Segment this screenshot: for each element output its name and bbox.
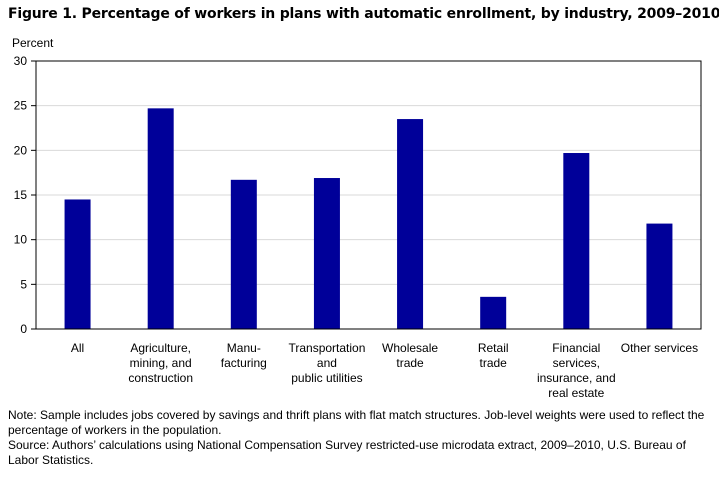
x-category-label: trade: [396, 356, 424, 370]
y-tick-label: 5: [20, 277, 27, 291]
y-tick-label: 30: [14, 54, 28, 68]
bar: [313, 178, 340, 329]
x-category-label: Retail: [478, 341, 509, 355]
bar: [646, 223, 673, 329]
x-category-label: mining, and: [130, 356, 192, 370]
x-category-label: insurance, and: [537, 371, 616, 385]
chart-title: Figure 1. Percentage of workers in plans…: [8, 6, 719, 22]
bar: [147, 108, 174, 329]
x-category-label: Financial: [552, 341, 600, 355]
bar: [563, 153, 590, 329]
bar-chart: 0 5 10 15 20 25 30 All Agriculture,mining, andc…: [14, 54, 702, 400]
x-category-label: public utilities: [291, 371, 362, 385]
x-category-label: Wholesale: [382, 341, 438, 355]
x-category-label: Manu-: [227, 341, 261, 355]
bar: [480, 296, 507, 329]
y-tick-label: 20: [14, 143, 28, 157]
x-category-label: Agriculture,: [130, 341, 191, 355]
note-text: Note: Sample includes jobs covered by sa…: [8, 408, 705, 437]
y-tick-label: 0: [20, 322, 27, 336]
bar: [397, 119, 424, 329]
x-category-label: facturing: [221, 356, 267, 370]
x-category-label: real estate: [548, 386, 604, 400]
y-tick-label: 15: [14, 188, 28, 202]
x-category-label: All: [71, 341, 84, 355]
source-text: Source: Authors’ calculations using Nati…: [8, 438, 686, 467]
x-category-label: Transportation: [288, 341, 365, 355]
x-category-label: Other services: [621, 341, 698, 355]
x-category-label: services,: [553, 356, 600, 370]
x-category-label: and: [317, 356, 337, 370]
y-tick-label: 25: [14, 99, 28, 113]
y-tick-label: 10: [14, 233, 28, 247]
x-category-label: construction: [128, 371, 193, 385]
y-axis-label: Percent: [12, 36, 54, 50]
figure-notes: Note: Sample includes jobs covered by sa…: [8, 408, 708, 468]
bar: [230, 179, 257, 329]
bar: [64, 199, 91, 329]
x-category-label: trade: [480, 356, 508, 370]
